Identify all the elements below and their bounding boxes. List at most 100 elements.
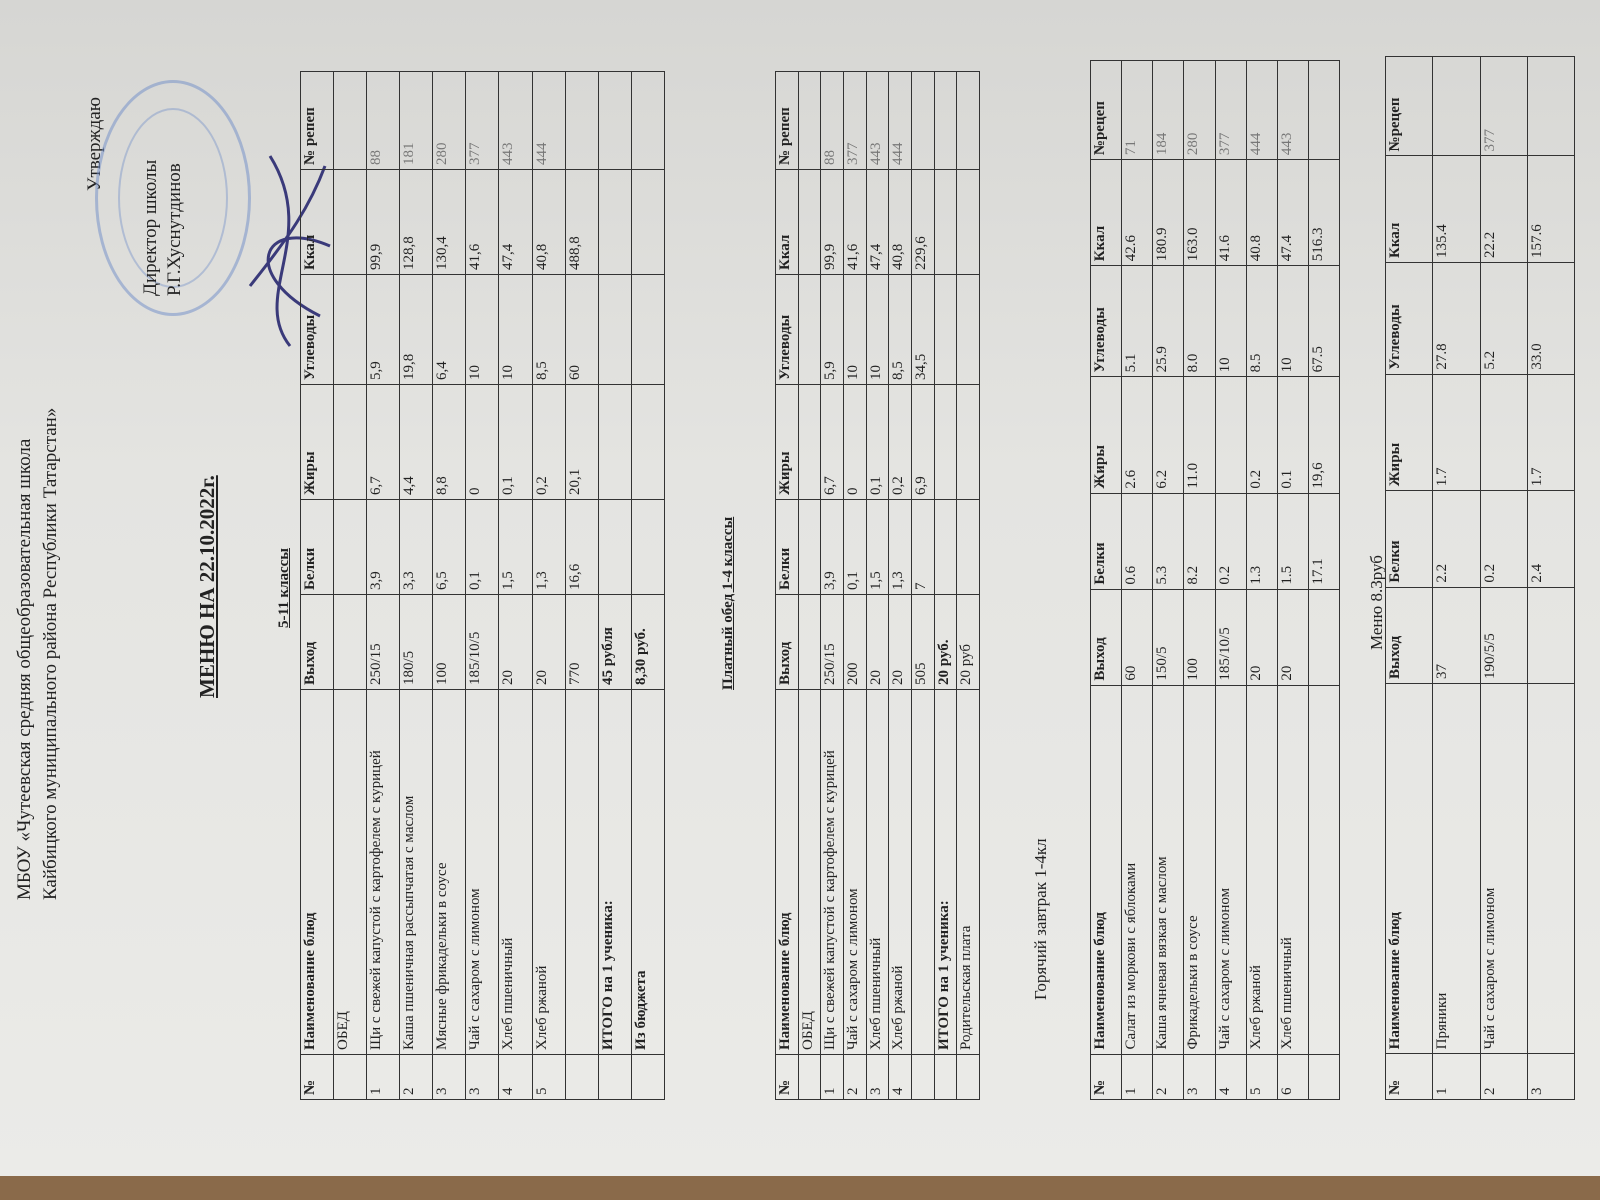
cell-fat: 0.2 bbox=[1246, 376, 1278, 494]
cell-recipe-number bbox=[631, 71, 665, 170]
cell-protein bbox=[333, 499, 367, 595]
cell-portion: 505 bbox=[911, 594, 935, 690]
cell-recipe-number: 280 bbox=[1183, 60, 1215, 160]
cell-recipe-number: 88 bbox=[366, 71, 400, 170]
table-row: 2 Каша пшеничная рассыпчатая с маслом 180/… bbox=[399, 71, 433, 1100]
cell-kcal: 47.4 bbox=[1277, 159, 1309, 266]
cell-kcal: 516.3 bbox=[1308, 159, 1340, 266]
cell-portion: 180/5 bbox=[399, 594, 433, 690]
cell-carbs bbox=[798, 274, 821, 385]
cell-recipe-number: 181 bbox=[399, 71, 433, 170]
cell-dish-name bbox=[565, 689, 599, 1055]
menu-table-8-3: № Наименование блюд Выход Белки Жиры Углеводы… bbox=[1385, 56, 1575, 1100]
cell-dish-name: ОБЕД bbox=[798, 689, 821, 1055]
cell-fat: 4,4 bbox=[399, 384, 433, 500]
cell-carbs bbox=[598, 274, 632, 385]
menu-table-breakfast: № Наименование блюд Выход Белки Жиры Углеводы… bbox=[1090, 60, 1340, 1100]
cell-carbs: 5.1 bbox=[1121, 265, 1153, 377]
cell-number: 2 bbox=[1152, 1054, 1184, 1100]
table-row: 3 2.4 1.7 33.0 157.6 bbox=[1527, 56, 1575, 1100]
table-header-row: № Наименование блюд Выход Белки Жиры Углеводы… bbox=[300, 71, 334, 1100]
header-protein: Белки bbox=[1385, 490, 1433, 588]
cell-portion: 60 bbox=[1121, 589, 1153, 686]
table-row: 1 Салат из моркови с яблоками 60 0.6 2.6 5.1 4… bbox=[1121, 60, 1153, 1100]
cell-fat: 1.7 bbox=[1432, 374, 1480, 491]
cell-fat bbox=[1215, 376, 1247, 494]
cell-portion: 45 рубля bbox=[598, 594, 632, 690]
cell-carbs: 8.5 bbox=[1246, 265, 1278, 377]
cell-protein: 7 bbox=[911, 499, 935, 595]
cell-recipe-number: 444 bbox=[1246, 60, 1278, 160]
cell-portion: 770 bbox=[565, 594, 599, 690]
cell-dish-name: Хлеб ржаной bbox=[532, 689, 566, 1055]
cell-carbs: 10 bbox=[843, 274, 867, 385]
cell-fat bbox=[934, 384, 957, 500]
cell-kcal: 40,8 bbox=[888, 169, 912, 275]
cell-fat bbox=[956, 384, 980, 500]
cell-number: 1 bbox=[366, 1054, 400, 1100]
cell-portion bbox=[1308, 589, 1340, 686]
cell-number bbox=[956, 1054, 980, 1100]
cell-dish-name: Чай с сахаром с лимоном bbox=[1215, 685, 1247, 1055]
cell-kcal: 99,9 bbox=[366, 169, 400, 275]
cell-fat bbox=[598, 384, 632, 500]
cell-carbs: 10 bbox=[1277, 265, 1309, 377]
table-row: 3 Хлеб пшеничный 20 1,5 0,1 10 47,4 443 bbox=[866, 71, 889, 1100]
cell-carbs: 8,5 bbox=[888, 274, 912, 385]
cell-protein: 0.2 bbox=[1215, 493, 1247, 590]
cell-dish-name: Мясные фрикадельки в соусе bbox=[432, 689, 466, 1055]
table-row: 5 Хлеб ржаной 20 1,3 0,2 8,5 40,8 444 bbox=[532, 71, 566, 1100]
menu-table-paid-1-4: № Наименование блюд Выход Белки Жиры Углеводы… bbox=[775, 71, 980, 1100]
cell-carbs: 34,5 bbox=[911, 274, 935, 385]
cell-portion bbox=[1527, 587, 1575, 684]
cell-kcal: 180.9 bbox=[1152, 159, 1184, 266]
cell-kcal: 128,8 bbox=[399, 169, 433, 275]
cell-kcal: 163.0 bbox=[1183, 159, 1215, 266]
cell-carbs: 19,8 bbox=[399, 274, 433, 385]
header-fat: Жиры bbox=[300, 384, 334, 500]
cell-dish-name: Чай с сахаром с лимоном bbox=[1480, 683, 1528, 1054]
cell-protein: 3,9 bbox=[820, 499, 844, 595]
table-row: Родительская плата 20 руб bbox=[956, 71, 980, 1100]
cell-kcal: 47,4 bbox=[498, 169, 533, 275]
cell-dish-name: ИТОГО на 1 ученика: bbox=[598, 689, 632, 1055]
cell-dish-name: Из бюджета bbox=[631, 689, 665, 1055]
cell-fat: 8,8 bbox=[432, 384, 466, 500]
cell-recipe-number bbox=[956, 71, 980, 170]
cell-fat bbox=[798, 384, 821, 500]
cell-number: 3 bbox=[1527, 1053, 1575, 1100]
cell-fat bbox=[333, 384, 367, 500]
cell-protein: 1.5 bbox=[1277, 493, 1309, 590]
cell-dish-name: Фрикадельки в соусе bbox=[1183, 685, 1215, 1055]
cell-portion bbox=[798, 594, 821, 690]
cell-portion: 20 bbox=[1277, 589, 1309, 686]
header-dish-name: Наименование блюд bbox=[300, 689, 334, 1055]
header-recipe-number: №рецеп bbox=[1385, 56, 1433, 156]
cell-fat: 1.7 bbox=[1527, 374, 1575, 491]
cell-portion: 185/10/5 bbox=[1215, 589, 1247, 686]
cell-recipe-number: 377 bbox=[1480, 56, 1528, 156]
cell-number: 4 bbox=[1215, 1054, 1247, 1100]
table-row: 4 Хлеб пшеничный 20 1,5 0,1 10 47,4 443 bbox=[498, 71, 533, 1100]
table-row: 2 Чай с сахаром с лимоном 200 0,1 0 10 41,6 377 bbox=[843, 71, 867, 1100]
header-portion: Выход bbox=[1090, 589, 1122, 686]
cell-fat: 0,1 bbox=[866, 384, 889, 500]
cell-protein: 3,3 bbox=[399, 499, 433, 595]
cell-portion: 250/15 bbox=[820, 594, 844, 690]
cell-carbs: 5,9 bbox=[820, 274, 844, 385]
cell-number: 2 bbox=[843, 1054, 867, 1100]
cell-number bbox=[631, 1054, 665, 1100]
cell-fat bbox=[631, 384, 665, 500]
cell-kcal: 40,8 bbox=[532, 169, 566, 275]
table-row: ОБЕД bbox=[798, 71, 821, 1100]
cell-recipe-number bbox=[1308, 60, 1340, 160]
cell-kcal bbox=[631, 169, 665, 275]
cell-fat: 6.2 bbox=[1152, 376, 1184, 494]
org-name-line1: МБОУ «Чутеевская средняя общеобразовател… bbox=[14, 438, 35, 900]
cell-number bbox=[333, 1054, 367, 1100]
cell-recipe-number: 443 bbox=[866, 71, 889, 170]
cell-kcal: 130,4 bbox=[432, 169, 466, 275]
table-row: Из бюджета 8,30 руб. bbox=[631, 71, 665, 1100]
cell-number: 3 bbox=[1183, 1054, 1215, 1100]
table-row: 1 Щи с свежей капустой с картофелем с кур… bbox=[366, 71, 400, 1100]
